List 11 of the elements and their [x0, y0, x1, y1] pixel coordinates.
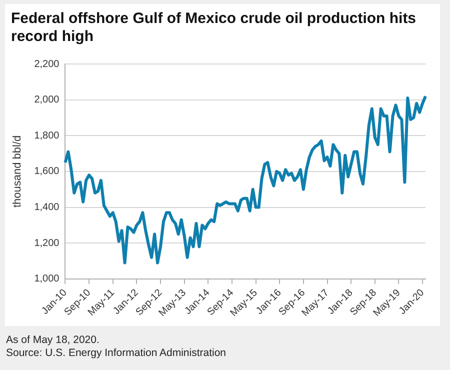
y-tick-label: 2,200: [34, 58, 60, 70]
y-tick-label: 1,400: [34, 202, 60, 214]
y-tick-label: 1,000: [34, 274, 60, 285]
y-tick-label: 1,200: [34, 238, 60, 249]
y-tick-label: 2,000: [34, 94, 60, 106]
y-tick-label: 1,600: [34, 166, 60, 178]
source-note: Source: U.S. Energy Information Administration: [6, 347, 226, 360]
y-tick-label: 1,800: [34, 130, 60, 142]
chart-title: Federal offshore Gulf of Mexico crude oil production hits record high: [11, 10, 418, 46]
text: As of May 18, 2020.: [6, 334, 100, 347]
y-axis-title: thousand bbl/d: [12, 135, 24, 208]
